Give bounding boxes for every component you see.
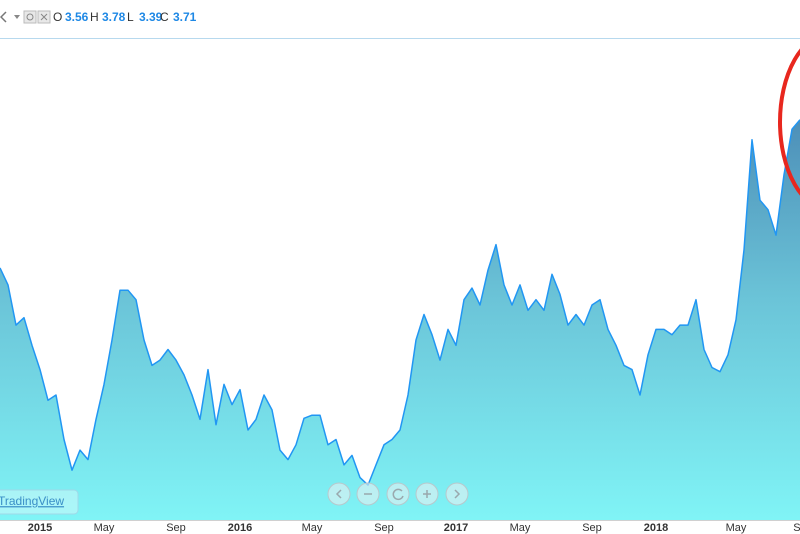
x-tick-label: 2016 <box>228 522 252 534</box>
x-tick-label: May <box>510 522 531 534</box>
dropdown-arrow[interactable] <box>14 15 20 19</box>
settings-icon <box>26 13 34 21</box>
x-tick-label: May <box>726 522 747 534</box>
close-icon <box>40 13 48 21</box>
close-value: 3.71 <box>173 10 197 24</box>
symbol-glyph <box>0 11 7 23</box>
highlight-circle <box>778 48 800 196</box>
open-key: O <box>53 10 62 24</box>
x-tick-label: 2017 <box>444 522 468 534</box>
plot-area <box>0 119 800 520</box>
reset-button[interactable] <box>386 482 410 506</box>
price-line <box>0 119 800 486</box>
scroll-left-button[interactable] <box>327 482 351 506</box>
right-icon <box>454 489 461 499</box>
nav-buttons <box>327 482 469 506</box>
x-tick-label: 2015 <box>28 522 52 534</box>
high-key: H <box>90 10 99 24</box>
open-value: 3.56 <box>65 10 89 24</box>
nav-icons <box>335 488 461 501</box>
low-key: L <box>127 10 134 24</box>
plus-icon <box>423 490 431 498</box>
x-tick-label: May <box>94 522 115 534</box>
x-tick-label: 2018 <box>644 522 668 534</box>
x-tick-label: Sep <box>582 522 602 534</box>
x-tick-label: Se <box>793 522 800 534</box>
settings-button[interactable] <box>23 10 37 24</box>
watermark-box[interactable] <box>0 489 79 515</box>
low-value: 3.39 <box>139 10 163 24</box>
area-fill <box>0 119 800 520</box>
x-tick-label: Sep <box>374 522 394 534</box>
x-axis-bar <box>0 520 800 534</box>
left-icon <box>335 489 342 499</box>
x-tick-label: Sep <box>166 522 186 534</box>
reset-icon <box>392 488 404 501</box>
close-key: C <box>160 10 169 24</box>
high-value: 3.78 <box>102 10 126 24</box>
watermark[interactable]: TradingView <box>0 494 64 508</box>
x-axis: 2015 May Sep 2016 May Sep 2017 May Sep 2018 May Se <box>28 522 800 534</box>
x-tick-label: May <box>302 522 323 534</box>
scroll-right-button[interactable] <box>445 482 469 506</box>
